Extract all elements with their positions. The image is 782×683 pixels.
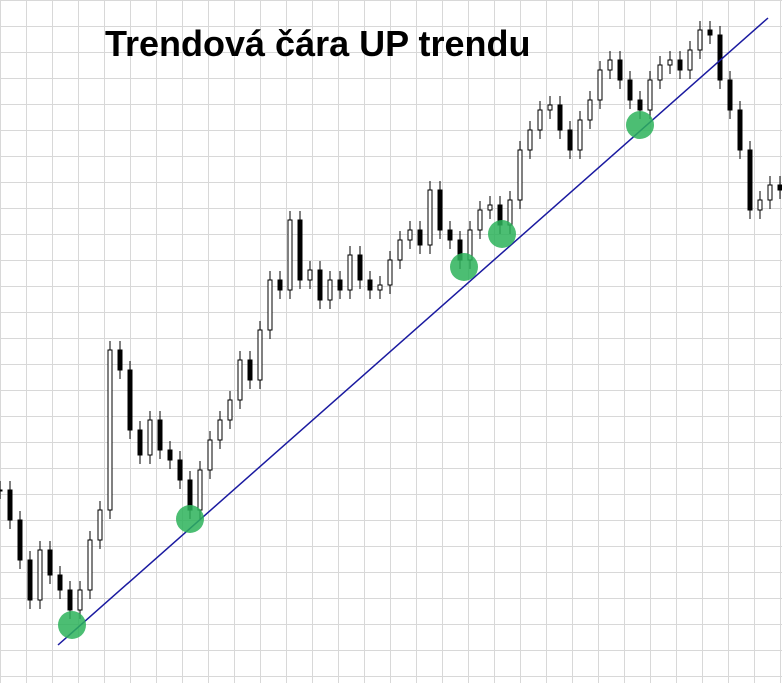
candle-body [147, 419, 153, 456]
candle-body [737, 109, 743, 151]
candle-body [307, 269, 313, 281]
candle-body [437, 189, 443, 231]
candle-body [167, 449, 173, 461]
candle-body [387, 259, 393, 286]
candle-body [597, 69, 603, 101]
candle-body [157, 419, 163, 451]
candle-body [127, 369, 133, 431]
candle-body [227, 399, 233, 421]
candle-body [197, 469, 203, 511]
candle-body [237, 359, 243, 401]
candle-body [717, 34, 723, 81]
candle-body [707, 29, 713, 36]
candle-body [7, 489, 13, 521]
candle-body [447, 229, 453, 241]
candle-body [297, 219, 303, 281]
candle-body [537, 109, 543, 131]
candle-body [347, 254, 353, 291]
candle-body [607, 59, 613, 71]
candle-body [687, 49, 693, 71]
marks [0, 17, 782, 646]
candle-body [357, 254, 363, 281]
candle-body [417, 229, 423, 246]
candle-body [677, 59, 683, 71]
candle-body [177, 459, 183, 481]
candle-body [397, 239, 403, 261]
candle-body [377, 284, 383, 291]
candle-body [587, 99, 593, 121]
candle-body [487, 204, 493, 211]
candle-body [657, 64, 663, 81]
candle-body [137, 429, 143, 456]
touch-point [488, 220, 516, 248]
candle-body [727, 79, 733, 111]
candle-body [257, 329, 263, 381]
candle-body [117, 349, 123, 371]
candle-body [77, 589, 83, 611]
candle-body [247, 359, 253, 381]
trend-line [57, 17, 769, 646]
candle-body [507, 199, 513, 226]
candle-body [767, 184, 773, 201]
candle-body [577, 119, 583, 151]
candle-body [627, 79, 633, 101]
candle-body [757, 199, 763, 211]
candle-body [637, 99, 643, 111]
candle-body [327, 279, 333, 301]
candle-body [667, 59, 673, 66]
candle-body [287, 219, 293, 291]
candle-body [747, 149, 753, 211]
candle-body [317, 269, 323, 301]
candle-body [217, 419, 223, 441]
candle-body [777, 184, 782, 191]
candle-body [37, 549, 43, 601]
touch-point [176, 505, 204, 533]
candle-body [277, 279, 283, 291]
candle-body [97, 509, 103, 541]
candle-body [337, 279, 343, 291]
candle-body [67, 589, 73, 611]
candle-body [567, 129, 573, 151]
candle-body [57, 574, 63, 591]
candle-body [697, 29, 703, 51]
candle-body [527, 129, 533, 151]
candle-body [17, 519, 23, 561]
candle-body [517, 149, 523, 201]
candle-body [477, 209, 483, 231]
candle-body [0, 489, 3, 492]
touch-point [450, 253, 478, 281]
touch-point [58, 611, 86, 639]
chart-title: Trendová čára UP trendu [105, 23, 530, 64]
candle-body [647, 79, 653, 111]
candle-body [87, 539, 93, 591]
candle-body [427, 189, 433, 246]
candle-body [407, 229, 413, 241]
candle-body [617, 59, 623, 81]
candle-body [47, 549, 53, 576]
candle-body [107, 349, 113, 511]
candle-body [367, 279, 373, 291]
touch-point [626, 111, 654, 139]
candle-body [27, 559, 33, 601]
candle-body [207, 439, 213, 471]
candle-body [267, 279, 273, 331]
candle-body [557, 104, 563, 131]
candle-body [547, 104, 553, 111]
